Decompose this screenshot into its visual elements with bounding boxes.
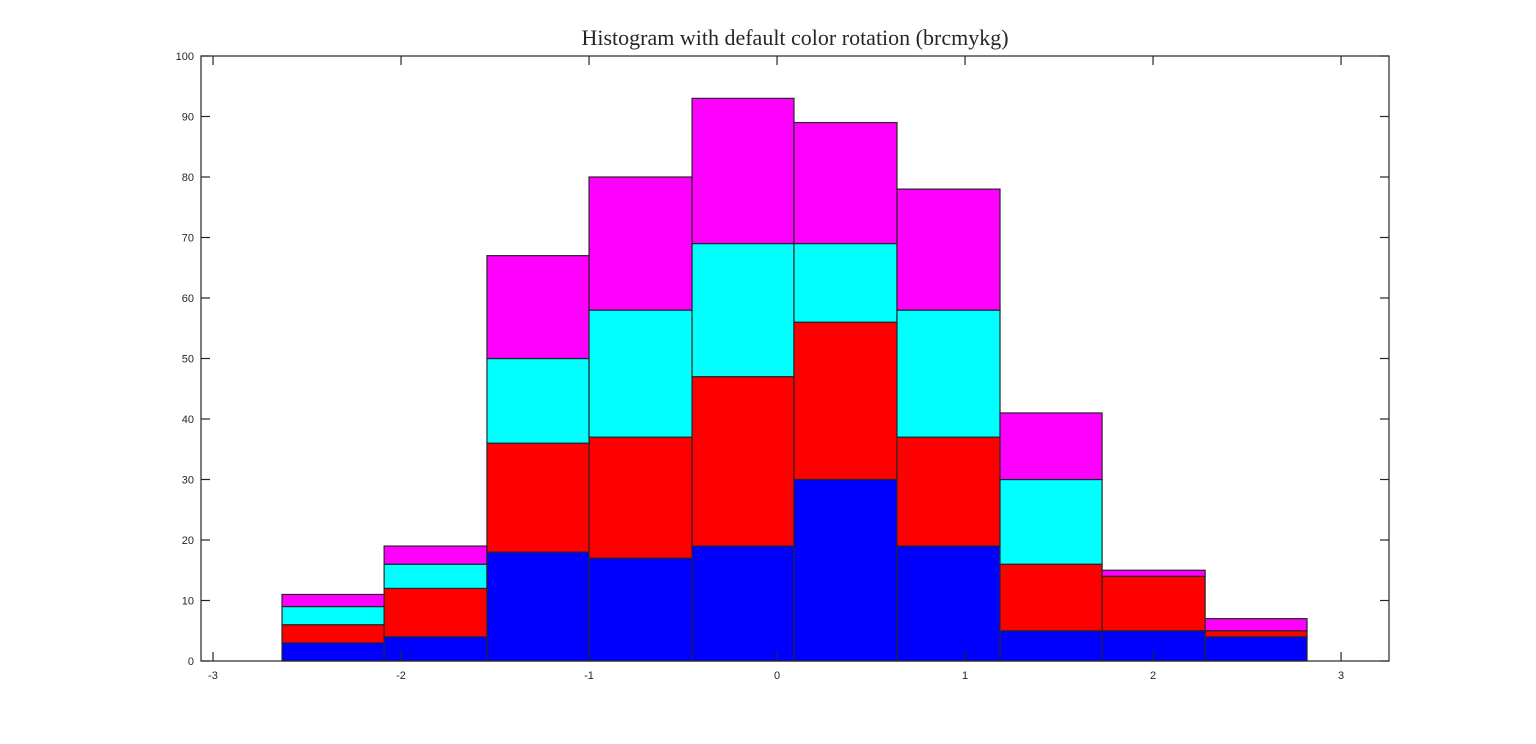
x-tick-label: 3: [1338, 670, 1344, 682]
y-tick-label: 30: [182, 475, 194, 487]
bar-segment: [1204, 636, 1308, 662]
x-axis-tick-labels: -3 -2 -1 0 1 2 3: [208, 670, 1344, 682]
x-tick-label: 2: [1150, 670, 1156, 682]
bar-segment: [793, 242, 898, 323]
y-tick-label: 40: [182, 414, 194, 426]
bar-segment: [281, 624, 385, 644]
y-tick-label: 70: [182, 233, 194, 245]
bar-segment: [999, 412, 1103, 481]
bar-segment: [691, 242, 795, 378]
bar-segment: [793, 321, 898, 481]
y-tick-label: 20: [182, 535, 194, 547]
bar-segment: [896, 309, 1001, 438]
x-tick-label: 0: [774, 670, 780, 682]
bar-segment: [281, 605, 385, 626]
x-tick-label: -2: [396, 670, 406, 682]
bar-segment: [588, 309, 693, 438]
stacked-bars: [281, 97, 1308, 662]
bar-segment: [999, 478, 1103, 565]
bar-segment: [691, 545, 795, 662]
bar-segment: [383, 563, 488, 590]
bar-segment: [281, 642, 385, 662]
bar-segment: [999, 630, 1103, 662]
y-tick-label: 0: [188, 656, 194, 668]
bar-segment: [691, 376, 795, 547]
bar-segment: [1204, 630, 1308, 638]
x-tick-label: -3: [208, 670, 218, 682]
bar-segment: [588, 176, 693, 311]
bar-segment: [999, 563, 1103, 632]
y-tick-label: 100: [176, 51, 194, 63]
x-tick-label: -1: [584, 670, 594, 682]
axes: [200, 55, 1390, 662]
bar-segment: [896, 188, 1001, 311]
bar-segment: [896, 545, 1001, 662]
bar-segment: [486, 357, 590, 444]
chart-title: Histogram with default color rotation (b…: [581, 25, 1008, 50]
bar-segment: [383, 587, 488, 638]
y-tick-label: 60: [182, 293, 194, 305]
bar-segment: [691, 97, 795, 245]
x-tick-label: 1: [962, 670, 968, 682]
bar-segment: [1204, 618, 1308, 632]
bar-segment: [486, 255, 590, 360]
bar-segment: [486, 551, 590, 662]
y-tick-label: 80: [182, 172, 194, 184]
y-tick-label: 90: [182, 112, 194, 124]
bar-segment: [1101, 575, 1206, 632]
y-axis-tick-labels: 0 10 20 30 40 50 60 70 80 90 100: [176, 51, 194, 668]
bar-segment: [588, 557, 693, 662]
bar-segment: [486, 442, 590, 553]
y-tick-label: 50: [182, 354, 194, 366]
bar-segment: [896, 436, 1001, 547]
bar-segment: [383, 636, 488, 662]
bar-segment: [383, 545, 488, 565]
bar-segment: [281, 593, 385, 608]
bar-segment: [793, 478, 898, 662]
y-tick-label: 10: [182, 596, 194, 608]
bar-segment: [588, 436, 693, 559]
bar-segment: [1101, 569, 1206, 577]
bar-segment: [793, 121, 898, 245]
